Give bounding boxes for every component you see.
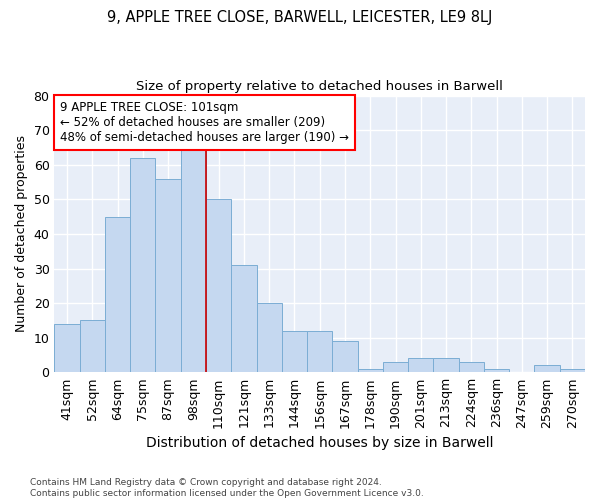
Bar — [383, 362, 408, 372]
Text: Contains HM Land Registry data © Crown copyright and database right 2024.
Contai: Contains HM Land Registry data © Crown c… — [30, 478, 424, 498]
Bar — [458, 362, 484, 372]
Text: 9 APPLE TREE CLOSE: 101sqm
← 52% of detached houses are smaller (209)
48% of sem: 9 APPLE TREE CLOSE: 101sqm ← 52% of deta… — [60, 101, 349, 144]
Bar — [231, 265, 257, 372]
Bar — [433, 358, 458, 372]
Bar — [484, 369, 509, 372]
Text: 9, APPLE TREE CLOSE, BARWELL, LEICESTER, LE9 8LJ: 9, APPLE TREE CLOSE, BARWELL, LEICESTER,… — [107, 10, 493, 25]
Y-axis label: Number of detached properties: Number of detached properties — [15, 136, 28, 332]
Bar — [155, 178, 181, 372]
Bar — [282, 331, 307, 372]
Bar — [181, 137, 206, 372]
Bar — [130, 158, 155, 372]
Bar — [332, 341, 358, 372]
Bar — [560, 369, 585, 372]
Bar — [257, 303, 282, 372]
Bar — [105, 216, 130, 372]
Bar — [55, 324, 80, 372]
Bar — [535, 366, 560, 372]
Bar — [206, 200, 231, 372]
Bar — [80, 320, 105, 372]
Bar — [358, 369, 383, 372]
Title: Size of property relative to detached houses in Barwell: Size of property relative to detached ho… — [136, 80, 503, 93]
Bar — [408, 358, 433, 372]
Bar — [307, 331, 332, 372]
X-axis label: Distribution of detached houses by size in Barwell: Distribution of detached houses by size … — [146, 436, 493, 450]
